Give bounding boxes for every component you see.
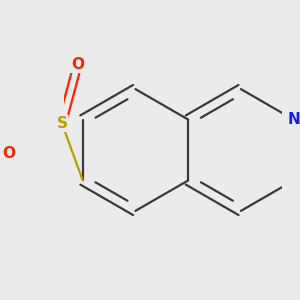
Text: N: N [287, 112, 300, 127]
Text: S: S [56, 116, 68, 131]
Text: O: O [71, 57, 84, 72]
Text: O: O [3, 146, 16, 161]
